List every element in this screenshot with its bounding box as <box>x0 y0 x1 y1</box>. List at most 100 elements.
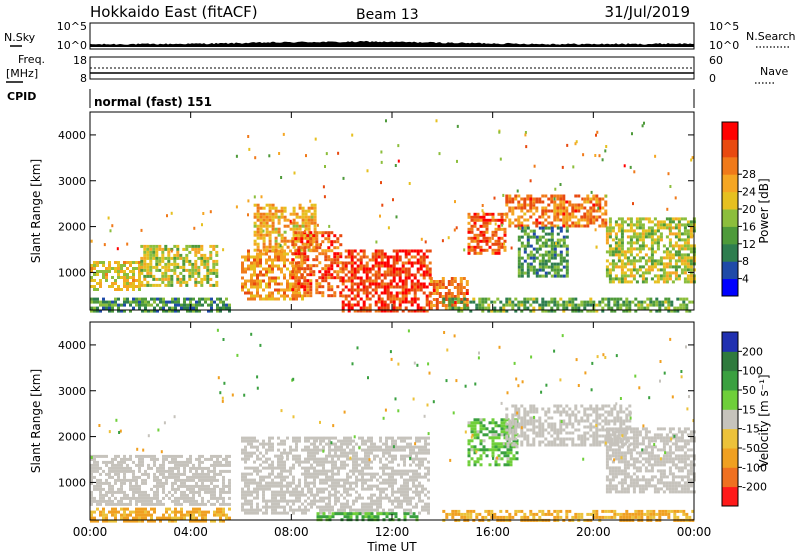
heatmap-cell <box>385 496 388 500</box>
heatmap-cell <box>535 206 539 210</box>
heatmap-cell <box>336 252 340 256</box>
heatmap-cell <box>132 285 135 288</box>
heatmap-cell <box>523 259 527 263</box>
heatmap-cell <box>309 279 313 283</box>
heatmap-cell <box>650 247 654 251</box>
heatmap-cell <box>550 238 554 242</box>
heatmap-cell <box>404 300 408 304</box>
heatmap-cell <box>294 243 298 247</box>
heatmap-cell <box>608 232 612 236</box>
heatmap-cell <box>141 496 144 500</box>
heatmap-cell <box>153 490 156 494</box>
heatmap-cell <box>550 262 554 266</box>
heatmap-cell <box>318 243 322 247</box>
heatmap-cell <box>565 209 569 213</box>
heatmap-cell <box>415 484 418 488</box>
heatmap-cell <box>301 487 304 491</box>
heatmap-cell <box>135 303 138 307</box>
heatmap-cell <box>415 472 418 476</box>
heatmap-cell <box>406 481 409 485</box>
heatmap-cell <box>297 249 301 253</box>
heatmap-cell <box>511 197 515 201</box>
heatmap-cell <box>389 273 393 277</box>
heatmap-cell <box>355 508 358 512</box>
heatmap-cell <box>141 303 144 307</box>
heatmap-cell <box>312 273 316 277</box>
heatmap-cell <box>283 505 286 509</box>
heatmap-cell <box>450 304 454 307</box>
heatmap-cell <box>135 519 138 523</box>
heatmap-cell <box>674 262 678 266</box>
heatmap-cell <box>361 515 365 519</box>
heatmap-cell <box>362 255 366 259</box>
heatmap-cell <box>200 262 204 266</box>
heatmap-cell <box>265 282 268 286</box>
heatmap-cell <box>407 258 411 262</box>
heatmap-cell <box>340 439 343 443</box>
heatmap-cell <box>195 510 198 514</box>
heatmap-cell <box>553 309 557 313</box>
heatmap-cell <box>403 460 406 464</box>
heatmap-cell <box>228 484 231 488</box>
heatmap-cell <box>109 229 112 233</box>
heatmap-cell <box>179 283 183 287</box>
heatmap-cell <box>295 261 298 265</box>
heatmap-cell <box>274 245 278 249</box>
heatmap-cell <box>412 481 415 485</box>
heatmap-cell <box>659 274 663 278</box>
heatmap-cell <box>201 499 204 503</box>
heatmap-cell <box>147 466 150 470</box>
heatmap-cell <box>310 499 313 503</box>
heatmap-cell <box>367 448 370 452</box>
heatmap-cell <box>472 297 476 301</box>
heatmap-cell <box>141 463 144 467</box>
heatmap-cell <box>683 217 687 221</box>
heatmap-cell <box>658 306 662 310</box>
heatmap-cell <box>353 288 357 292</box>
heatmap-cell <box>476 430 480 434</box>
heatmap-cell <box>479 454 483 458</box>
heatmap-cell <box>580 224 584 228</box>
heatmap-cell <box>391 481 394 485</box>
heatmap-cell <box>419 258 423 262</box>
heatmap-cell <box>105 472 108 476</box>
heatmap-cell <box>497 242 501 246</box>
heatmap-cell <box>358 436 361 440</box>
heatmap-cell <box>325 496 328 500</box>
heatmap-cell <box>565 206 569 210</box>
heatmap-cell <box>307 457 310 461</box>
heatmap-cell <box>198 513 201 517</box>
heatmap-cell <box>380 291 384 295</box>
heatmap-cell <box>559 262 563 266</box>
heatmap-cell <box>289 285 292 289</box>
heatmap-cell <box>180 472 183 476</box>
heatmap-cell <box>479 442 483 446</box>
heatmap-cell <box>303 243 307 247</box>
heatmap-cell <box>380 160 383 164</box>
heatmap-cell <box>123 276 126 279</box>
heatmap-cell <box>343 448 346 452</box>
heatmap-cell <box>162 513 165 517</box>
heatmap-cell <box>213 493 216 497</box>
heatmap-cell <box>459 280 463 283</box>
heatmap-cell <box>467 230 471 234</box>
heatmap-cell <box>253 273 256 277</box>
heatmap-cell <box>313 209 317 213</box>
heatmap-cell <box>192 309 195 313</box>
heatmap-cell <box>398 285 402 289</box>
heatmap-cell <box>532 268 536 272</box>
heatmap-cell <box>277 264 280 268</box>
heatmap-cell <box>680 253 684 257</box>
heatmap-cell <box>541 253 545 257</box>
heatmap-cell <box>453 280 457 283</box>
heatmap-cell <box>385 478 388 482</box>
heatmap-cell <box>491 445 495 449</box>
heatmap-cell <box>198 472 201 476</box>
heatmap-cell <box>120 502 123 506</box>
heatmap-cell <box>632 274 636 278</box>
heatmap-cell <box>412 469 415 473</box>
heatmap-cell <box>389 300 393 304</box>
heatmap-cell <box>644 232 648 236</box>
heatmap-cell <box>583 218 587 222</box>
heatmap-cell <box>470 227 474 231</box>
